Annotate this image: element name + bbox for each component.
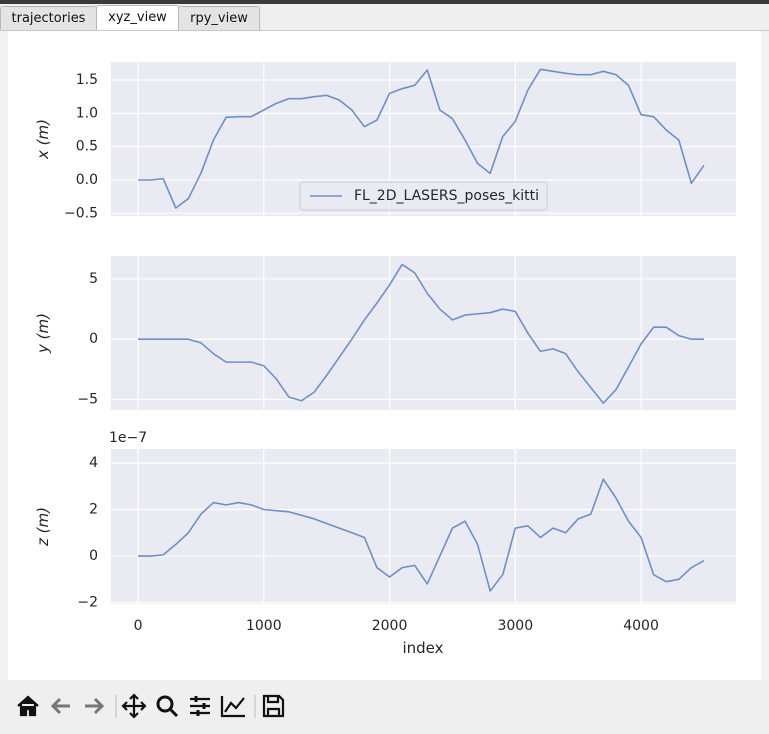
y-tick-label: −0.5 xyxy=(64,205,98,221)
plot-area xyxy=(111,256,736,410)
legend-label: FL_2D_LASERS_poses_kitti xyxy=(354,188,539,204)
y-tick-label: 0 xyxy=(89,548,98,564)
y-axis-label: y (m) xyxy=(34,313,52,354)
axes-button[interactable] xyxy=(220,696,245,718)
y-axis-label: x (m) xyxy=(34,119,52,160)
x-tick-label: 0 xyxy=(134,618,143,634)
x-tick-label: 3000 xyxy=(497,618,533,634)
y-tick-label: 4 xyxy=(89,455,98,471)
toolbar xyxy=(17,693,285,719)
tab[interactable]: rpy_view xyxy=(178,6,260,30)
y-axis-label: z (m) xyxy=(34,507,52,547)
title-bar xyxy=(0,0,769,4)
y-tick-label: −2 xyxy=(77,595,98,611)
x-tick-label: 2000 xyxy=(372,618,408,634)
x-tick-label: 4000 xyxy=(623,618,659,634)
y-tick-label: 0 xyxy=(89,331,98,347)
y-tick-label: 2 xyxy=(89,502,98,518)
data-line xyxy=(138,68,705,209)
back-button[interactable] xyxy=(50,697,70,715)
configure-button[interactable] xyxy=(190,696,210,716)
y-tick-label: 5 xyxy=(89,271,98,287)
tab-active[interactable]: xyz_view xyxy=(96,5,179,32)
y-tick-label: 1.5 xyxy=(76,72,98,88)
data-line xyxy=(138,478,705,592)
x-tick-label: 1000 xyxy=(246,618,282,634)
tab[interactable]: trajectories xyxy=(0,6,97,30)
tab-bar: trajectories xyz_view rpy_view xyxy=(0,5,769,32)
legend: FL_2D_LASERS_poses_kitti xyxy=(299,181,548,211)
legend-box xyxy=(299,181,548,211)
x-axis-label: index xyxy=(402,639,443,657)
zoom-button[interactable] xyxy=(156,695,179,718)
y-tick-label: 1.0 xyxy=(76,105,98,121)
y-tick-label: 0.0 xyxy=(76,172,98,188)
figure: index −0.5 0.0 0.5 1.0 1.5 x (m) FL_2D_LASERS_… xyxy=(8,31,761,680)
pan-button[interactable] xyxy=(121,693,147,719)
data-line xyxy=(138,263,704,404)
forward-button[interactable] xyxy=(85,697,105,715)
y-tick-label: 0.5 xyxy=(76,139,98,155)
plot-area xyxy=(111,449,736,604)
y-tick-label: −5 xyxy=(77,392,98,408)
offset-label: 1e−7 xyxy=(109,430,147,446)
home-button[interactable] xyxy=(17,695,39,717)
save-button[interactable] xyxy=(262,694,285,718)
